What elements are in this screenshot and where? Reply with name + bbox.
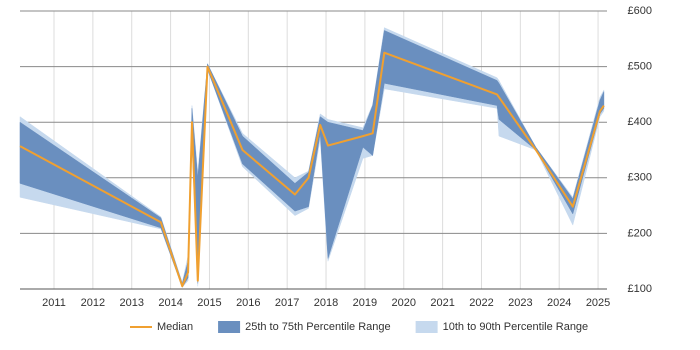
x-tick-label: 2012 — [81, 297, 105, 309]
x-tick-label: 2025 — [586, 297, 610, 309]
x-tick-label: 2018 — [314, 297, 338, 309]
x-tick-label: 2022 — [469, 297, 493, 309]
legend-label: Median — [157, 321, 193, 333]
x-tick-label: 2011 — [42, 297, 66, 309]
x-tick-label: 2016 — [236, 297, 260, 309]
x-tick-label: 2021 — [430, 297, 454, 309]
x-tick-label: 2017 — [275, 297, 299, 309]
y-tick-label: £500 — [628, 61, 652, 73]
y-tick-label: £200 — [628, 227, 652, 239]
y-tick-label: £400 — [628, 116, 652, 128]
y-tick-label: £300 — [628, 172, 652, 184]
y-tick-label: £100 — [628, 283, 652, 295]
x-tick-label: 2024 — [547, 297, 571, 309]
legend-swatch — [218, 321, 241, 333]
y-tick-label: £600 — [628, 5, 652, 17]
x-tick-label: 2014 — [158, 297, 182, 309]
legend-swatch — [415, 321, 438, 333]
legend-label: 25th to 75th Percentile Range — [245, 321, 391, 333]
median-line — [19, 51, 605, 288]
x-tick-label: 2013 — [119, 297, 143, 309]
x-tick-label: 2020 — [392, 297, 416, 309]
x-tick-label: 2019 — [353, 297, 377, 309]
x-tick-label: 2015 — [197, 297, 221, 309]
x-tick-label: 2023 — [508, 297, 532, 309]
legend-label: 10th to 90th Percentile Range — [443, 321, 589, 333]
